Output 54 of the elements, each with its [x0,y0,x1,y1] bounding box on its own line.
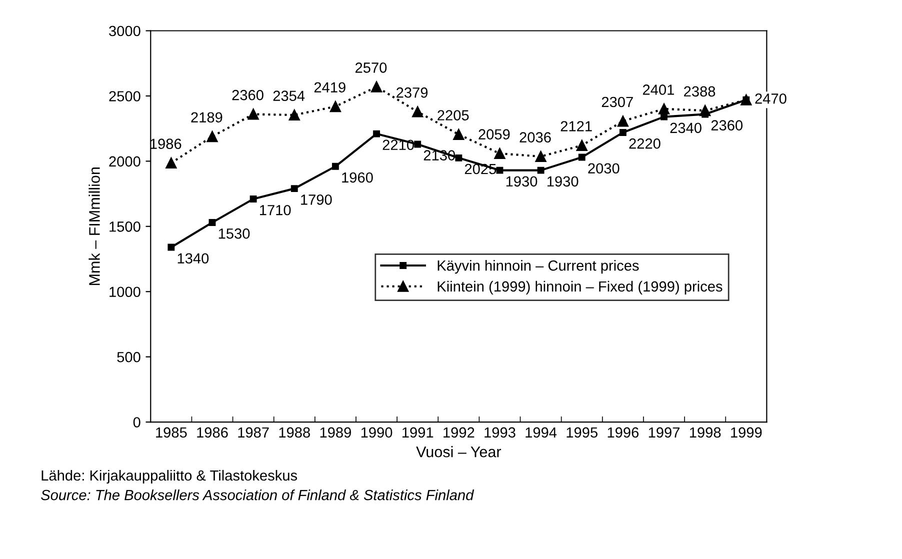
y-axis-title: Mmk – FIMmillion [88,168,100,285]
data-label: 2470 [755,93,786,104]
y-tick-label: 2500 [109,91,140,102]
y-tick-label: 1000 [110,286,140,298]
data-label: 2220 [629,138,660,149]
data-label: 1340 [178,253,209,264]
data-label: 2059 [478,129,510,140]
data-label: 1530 [218,228,250,239]
y-tick-label: 500 [117,352,140,362]
x-tick-label: 1991 [402,427,434,438]
data-label: 2189 [191,112,222,123]
data-label: 2354 [273,90,305,102]
x-tick-label: 1995 [566,427,598,438]
y-tick-label: 0 [133,417,140,428]
text: Lähde: Kirjakauppaliitto & Tilastokeskus [42,470,298,484]
x-axis-title: Vuosi – Year [416,446,502,458]
data-label: 2379 [396,87,428,98]
x-tick-label: 1988 [279,427,310,438]
legend-label: Käyvin hinnoin – Current prices [438,260,639,274]
x-tick-label: 1998 [690,427,721,438]
x-tick-label: 1986 [197,427,228,438]
y-tick-label: 3000 [109,26,140,36]
x-tick-label: 1985 [156,427,187,438]
data-label: 2570 [355,62,387,73]
data-label: 2121 [560,121,592,132]
data-label: 2205 [438,110,469,120]
x-tick-label: 1999 [731,427,762,438]
data-label: 2036 [520,132,551,142]
source-note: Source: The Booksellers Association of Finland & Statistics Finland [41,490,474,500]
data-label: 2360 [232,90,264,100]
data-label: 2307 [602,96,633,108]
x-tick-label: 1994 [526,427,557,438]
x-tick-label: 1996 [608,427,639,438]
x-tick-label: 1989 [320,427,351,438]
x-tick-label: 1992 [444,427,474,438]
data-label: 2388 [684,86,716,97]
data-label: 1710 [260,204,291,216]
x-tick-label: 1993 [484,427,516,438]
data-label: 1986 [150,138,182,150]
data-label: 2401 [642,84,674,95]
data-label: 2360 [711,120,743,130]
y-tick-label: 2000 [109,156,140,167]
data-label: 1790 [301,194,332,205]
legend-label: Kiintein (1999) hinnoin – Fixed (1999) prices [438,280,722,295]
x-tick-label: 1990 [361,427,392,438]
data-label: 2419 [314,82,346,93]
y-tick-label: 1500 [110,221,140,232]
x-tick-label: 1997 [648,427,680,438]
data-label: 1960 [342,172,373,183]
x-tick-label: 1987 [238,427,269,438]
data-label: 1930 [506,176,538,187]
data-label: 2030 [588,163,620,174]
data-label: 1930 [547,176,578,187]
data-label: 2340 [670,122,702,134]
